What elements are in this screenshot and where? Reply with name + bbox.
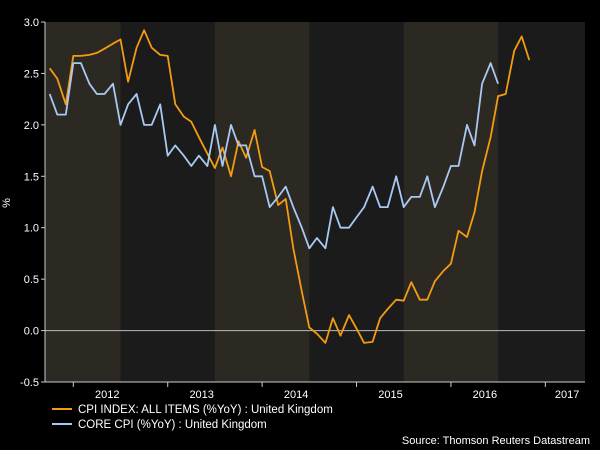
x-tick-label: 2013 (189, 389, 213, 401)
legend: CPI INDEX: ALL ITEMS (%YoY) : United Kin… (52, 404, 333, 431)
series-lines (48, 29, 531, 344)
x-tick-label: 2014 (284, 389, 308, 401)
plot-area (45, 22, 585, 382)
y-tick-label: 0.0 (24, 326, 39, 338)
series-line-1 (48, 62, 499, 250)
series-line-0 (48, 29, 531, 344)
source-note: Source: Thomson Reuters Datastream (402, 435, 590, 447)
x-tick-label: 2017 (555, 389, 579, 401)
x-tick-label: 2016 (473, 389, 497, 401)
legend-label-1: CORE CPI (%YoY) : United Kingdom (78, 419, 267, 431)
y-tick-label: -0.5 (20, 377, 39, 389)
y-tick-label: 2.5 (24, 68, 39, 80)
shaded-periods (45, 22, 585, 382)
y-tick-label: 3.0 (24, 17, 39, 29)
x-tick-label: 2012 (95, 389, 119, 401)
shaded-period-2 (403, 22, 499, 382)
axes (44, 22, 585, 383)
x-tick-label: 2015 (378, 389, 402, 401)
y-tick-label: 1.5 (24, 171, 39, 183)
y-axis-ticks: 3.0 2.5 2.0 1.5 1.0 0.5 0.0 -0.5 (20, 17, 45, 389)
shaded-period-1 (214, 22, 310, 382)
y-tick-label: 2.0 (24, 120, 39, 132)
x-axis-ticks: 2012 2013 2014 2015 2016 2017 (72, 382, 579, 401)
y-axis-label: % (1, 198, 13, 208)
legend-label-0: CPI INDEX: ALL ITEMS (%YoY) : United Kin… (78, 404, 333, 416)
y-tick-label: 1.0 (24, 223, 39, 235)
y-tick-label: 0.5 (24, 274, 39, 286)
